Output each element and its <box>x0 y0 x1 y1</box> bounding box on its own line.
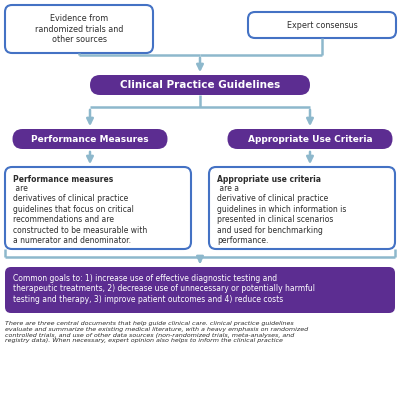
FancyBboxPatch shape <box>5 267 395 313</box>
FancyBboxPatch shape <box>5 5 153 53</box>
Text: are a
derivative of clinical practice
guidelines in which information is
present: are a derivative of clinical practice gu… <box>217 184 346 245</box>
Text: Performance measures: Performance measures <box>13 175 113 184</box>
Text: Common goals to: 1) increase use of effective diagnostic testing and
therapeutic: Common goals to: 1) increase use of effe… <box>13 274 315 304</box>
FancyBboxPatch shape <box>228 129 392 149</box>
Text: Expert consensus: Expert consensus <box>287 20 357 30</box>
Text: Clinical Practice Guidelines: Clinical Practice Guidelines <box>120 80 280 90</box>
FancyBboxPatch shape <box>248 12 396 38</box>
FancyBboxPatch shape <box>5 167 191 249</box>
FancyBboxPatch shape <box>209 167 395 249</box>
Text: are
derivatives of clinical practice
guidelines that focus on critical
recommend: are derivatives of clinical practice gui… <box>13 184 147 245</box>
Text: Appropriate Use Criteria: Appropriate Use Criteria <box>248 134 372 144</box>
FancyBboxPatch shape <box>90 75 310 95</box>
Text: Evidence from
randomized trials and
other sources: Evidence from randomized trials and othe… <box>35 14 123 44</box>
Text: Performance Measures: Performance Measures <box>31 134 149 144</box>
Text: Appropriate use criteria: Appropriate use criteria <box>217 175 321 184</box>
FancyBboxPatch shape <box>12 129 168 149</box>
Text: There are three central documents that help guide clinical care. clinical practi: There are three central documents that h… <box>5 321 308 343</box>
